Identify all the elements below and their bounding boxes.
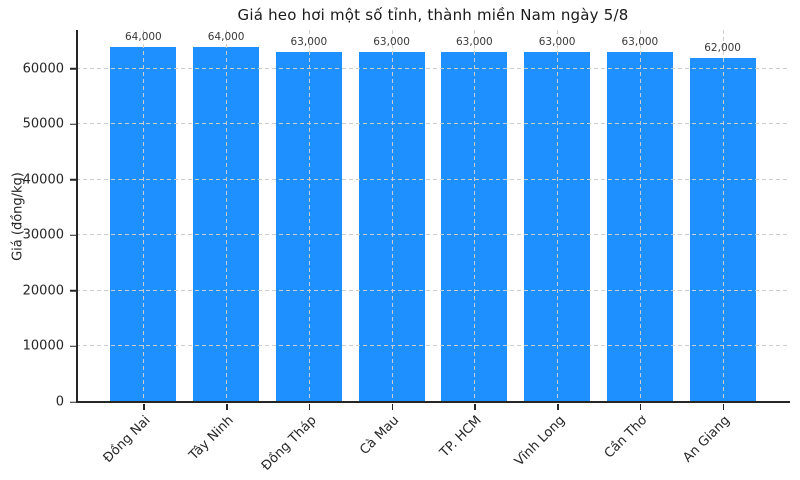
gridline-x-5 <box>474 30 476 402</box>
y-tick-label: 50000 <box>22 116 64 132</box>
gridline-y-20000 <box>76 289 790 291</box>
x-tick-label: An Giang <box>680 413 734 466</box>
bar-slot-6: 63,000 <box>516 30 599 410</box>
x-tick-mark <box>639 404 642 410</box>
x-label-slot-6: Vĩnh Long <box>511 403 599 480</box>
x-tick-mark <box>391 404 394 410</box>
bar-value-label: 64,000 <box>207 30 245 43</box>
bar-slot-3: 63,000 <box>268 30 351 410</box>
y-tick-mark <box>70 345 76 348</box>
x-tick-label: Tây Ninh <box>186 413 237 464</box>
bar-slot-8: 62,000 <box>681 30 764 410</box>
chart-title: Giá heo hơi một số tỉnh, thành miền Nam … <box>237 6 629 24</box>
x-tick-label: Cà Mau <box>357 413 403 458</box>
y-axis-spine <box>76 30 78 402</box>
x-label-slot-5: TP. HCM <box>433 403 516 480</box>
x-tick-mark <box>722 404 725 410</box>
x-label-slot-3: Đồng Tháp <box>259 403 351 480</box>
bar-slot-4: 63,000 <box>350 30 433 410</box>
bar-slot-5: 63,000 <box>433 30 516 410</box>
x-label-slot-1: Đồng Nai <box>100 403 185 480</box>
x-tick-mark <box>226 404 228 410</box>
gridline-y-60000 <box>76 67 790 69</box>
gridline-x-4 <box>391 30 393 402</box>
x-tick-mark <box>143 404 145 410</box>
bar-value-label: 63,000 <box>621 36 659 49</box>
bar-slot-2: 64,000 <box>185 30 268 410</box>
gridline-y-40000 <box>76 178 790 180</box>
plot-area: 64,000 64,000 63,000 63,000 63,000 63,000 63,0… <box>76 30 790 410</box>
y-tick-mark <box>70 234 76 237</box>
y-tick-label: 40000 <box>22 172 64 188</box>
x-label-slot-8: An Giang <box>681 403 764 480</box>
x-tick-mark <box>474 404 476 410</box>
gridline-y-50000 <box>76 123 790 125</box>
x-axis-labels: Đồng Nai Tây Ninh Đồng Tháp Cà Mau TP. HCM Vĩ… <box>76 403 790 480</box>
x-tick-mark <box>308 404 311 410</box>
bar-value-label: 63,000 <box>538 36 576 49</box>
bar-value-label: 63,000 <box>456 36 493 49</box>
gridline-x-2 <box>226 30 228 402</box>
gridline-x-6 <box>557 30 559 402</box>
bar-slot-1: 64,000 <box>102 30 185 410</box>
x-tick-mark <box>557 404 559 410</box>
gridline-x-3 <box>308 30 310 402</box>
y-axis-ticks: 0 10000 20000 30000 40000 50000 60000 <box>0 30 76 410</box>
bar-slot-7: 63,000 <box>599 30 682 410</box>
gridline-x-1 <box>143 30 145 402</box>
y-tick-label: 20000 <box>22 283 64 299</box>
x-axis-spine <box>76 401 790 403</box>
gridline-y-30000 <box>76 234 790 236</box>
x-tick-label: Cần Thơ <box>602 413 651 462</box>
y-tick-label: 30000 <box>22 227 64 243</box>
x-label-slot-2: Tây Ninh <box>185 403 268 480</box>
bar-value-label: 63,000 <box>290 36 328 49</box>
x-label-slot-4: Cà Mau <box>350 403 433 480</box>
x-tick-label: Đồng Nai <box>100 413 154 467</box>
bar-value-label: 64,000 <box>125 30 162 43</box>
y-tick-label: 60000 <box>22 61 64 77</box>
bar-slots: 64,000 64,000 63,000 63,000 63,000 63,000 63,0… <box>76 30 790 410</box>
y-tick-mark <box>70 290 76 292</box>
x-tick-label: Đồng Tháp <box>258 413 320 474</box>
y-tick-mark <box>70 179 76 181</box>
bar-value-label: 62,000 <box>704 41 741 54</box>
y-tick-mark <box>70 68 76 70</box>
y-tick-label: 0 <box>55 394 64 410</box>
x-tick-label: Vĩnh Long <box>511 413 568 470</box>
y-tick-mark <box>70 401 76 403</box>
gridline-x-8 <box>722 30 724 402</box>
gridline-y-10000 <box>76 345 790 347</box>
bar-value-label: 63,000 <box>373 36 410 49</box>
gridline-x-7 <box>639 30 641 402</box>
y-tick-label: 10000 <box>22 338 64 354</box>
x-tick-label: TP. HCM <box>437 413 485 461</box>
x-label-slot-7: Cần Thơ <box>599 403 682 480</box>
y-tick-mark <box>70 123 76 126</box>
